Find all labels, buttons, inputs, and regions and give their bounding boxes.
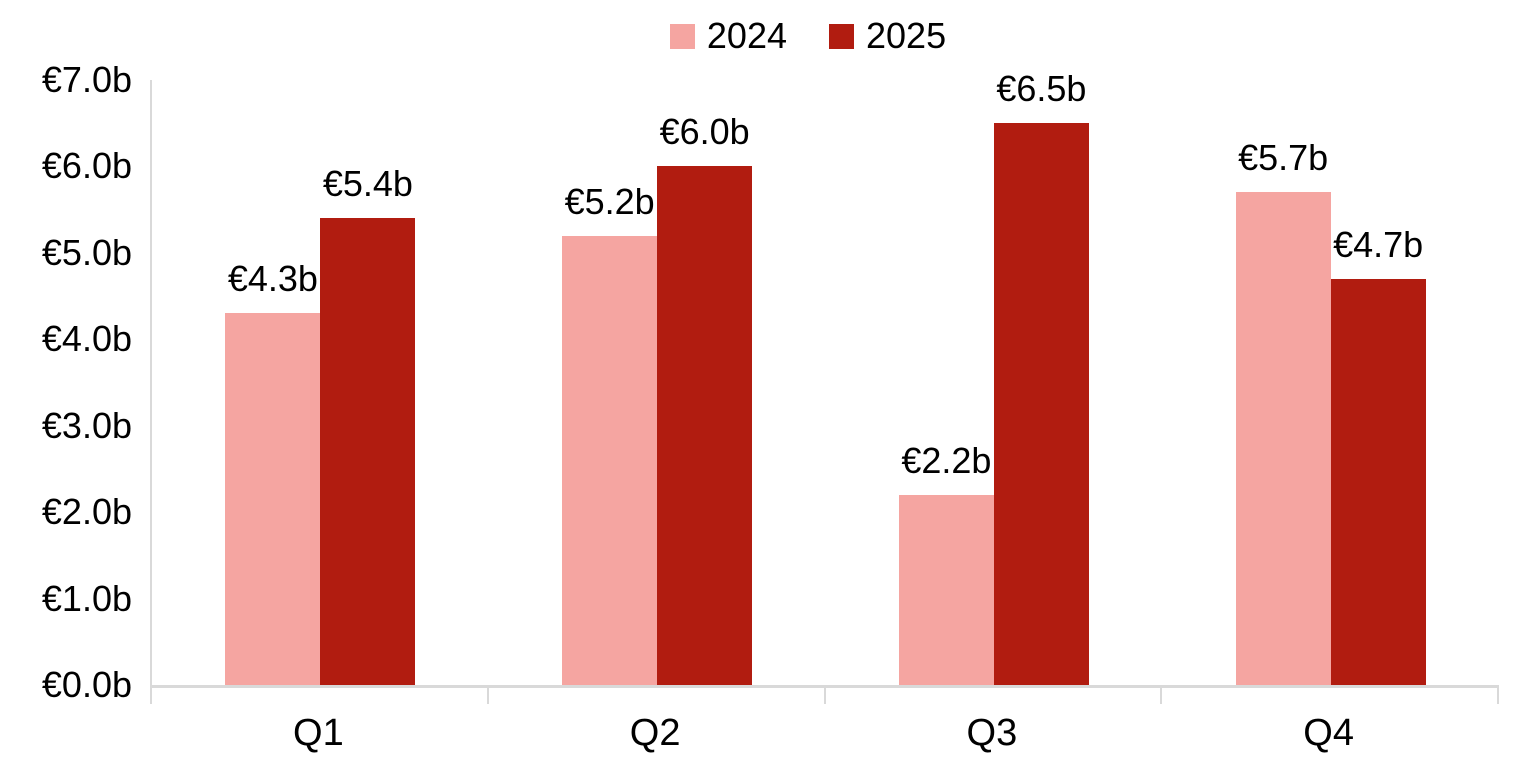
x-axis-tick xyxy=(824,688,826,704)
bar-value-label: €5.4b xyxy=(322,163,413,205)
bar-Q1-2025 xyxy=(320,218,416,685)
y-axis-tick-label: €1.0b xyxy=(41,577,132,619)
bar-value-label: €5.7b xyxy=(1238,137,1329,179)
x-axis-tick xyxy=(150,688,152,704)
bar-value-label: €6.0b xyxy=(659,111,750,153)
bar-value-label: €2.2b xyxy=(901,439,992,481)
x-axis-category-label: Q4 xyxy=(1303,712,1354,754)
y-axis-tick-label: €2.0b xyxy=(41,491,132,533)
legend-label: 2024 xyxy=(706,15,787,56)
bar-Q3-2024 xyxy=(898,494,994,685)
legend-item-2025: 2025 xyxy=(829,14,946,58)
bar-Q4-2025 xyxy=(1330,278,1426,685)
legend-swatch-icon xyxy=(669,23,695,49)
x-axis-category-label: Q2 xyxy=(629,712,681,754)
bar-value-label: €4.7b xyxy=(1333,223,1424,265)
legend-swatch-icon xyxy=(829,23,854,49)
bar-value-label: €6.5b xyxy=(996,68,1087,110)
bar-value-label: €4.3b xyxy=(227,258,318,300)
y-axis-tick-label: €7.0b xyxy=(41,59,132,100)
bar-Q1-2024 xyxy=(225,313,321,685)
x-axis-tick xyxy=(1160,688,1162,704)
bar-Q2-2025 xyxy=(657,166,753,685)
y-axis-tick-label: €0.0b xyxy=(41,664,132,705)
y-axis-tick-label: €4.0b xyxy=(41,318,132,360)
x-axis-tick xyxy=(487,688,489,704)
y-axis-tick-label: €6.0b xyxy=(41,145,132,187)
bar-Q4-2024 xyxy=(1235,192,1331,685)
x-axis-category-label: Q3 xyxy=(966,712,1018,754)
x-axis-tick xyxy=(1497,688,1499,704)
y-axis-tick-label: €5.0b xyxy=(41,231,132,273)
x-axis-category-label: Q1 xyxy=(293,712,344,754)
y-axis-tick-label: €3.0b xyxy=(41,404,132,446)
bar-Q2-2024 xyxy=(562,235,658,685)
bar-Q3-2025 xyxy=(993,123,1089,685)
chart-legend: 2024 2025 xyxy=(50,12,1516,60)
legend-item-2024: 2024 xyxy=(669,14,787,58)
legend-label: 2025 xyxy=(866,15,947,56)
plot-area: €4.3b €5.4b €5.2b €6.0b €2.2b €6.5b €5.7b €4.7b xyxy=(150,68,1499,704)
bar-value-label: €5.2b xyxy=(564,180,655,222)
